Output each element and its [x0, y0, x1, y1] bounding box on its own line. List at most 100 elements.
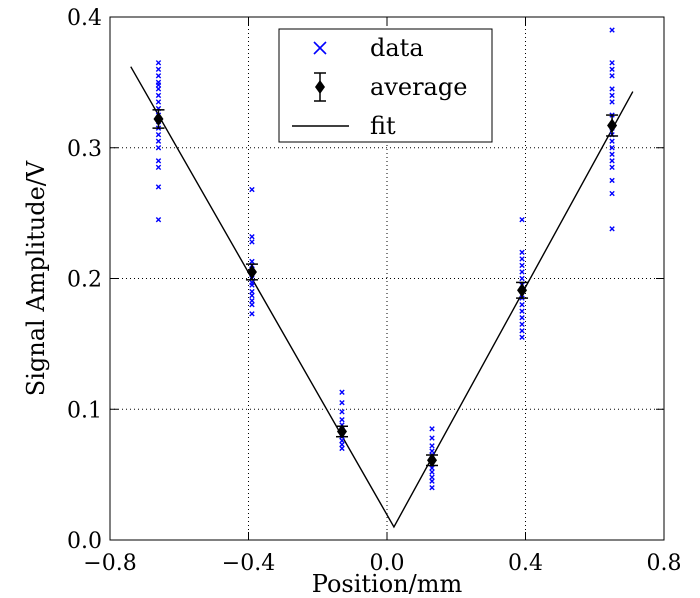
y-tick-label: 0.0	[67, 529, 102, 554]
average-series	[152, 109, 619, 468]
data-point-stroke	[429, 443, 435, 449]
data-point-stroke	[339, 445, 345, 452]
data-point	[249, 239, 255, 245]
data-point	[249, 186, 255, 193]
data-point-stroke	[609, 86, 615, 92]
x-axis-label: Position/mm	[312, 570, 463, 598]
y-tick-label: 0.4	[67, 6, 102, 31]
data-point	[609, 27, 615, 33]
data-point-stroke	[609, 190, 615, 197]
average-point	[245, 263, 258, 281]
legend-label-data: data	[370, 34, 424, 62]
legend-item-data: data	[313, 34, 424, 62]
data-point-stroke	[519, 275, 525, 282]
data-point	[519, 256, 525, 262]
data-point-stroke	[609, 226, 615, 232]
data-point-stroke	[429, 478, 435, 484]
legend-item-fit: fit	[292, 112, 396, 140]
data-point-stroke	[249, 311, 255, 317]
data-point-stroke	[609, 60, 615, 66]
data-point	[609, 138, 615, 144]
data-point-stroke	[155, 184, 162, 190]
data-point	[339, 400, 345, 406]
data-point	[249, 301, 255, 308]
average-point	[152, 109, 165, 129]
legend-x-icon	[313, 41, 327, 55]
average-diamond	[427, 453, 438, 468]
x-tick-label: −0.4	[222, 551, 275, 576]
y-tick-label: 0.1	[67, 398, 102, 423]
data-point	[519, 275, 525, 282]
data-point	[155, 145, 162, 151]
data-point-stroke	[519, 256, 525, 262]
data-point	[155, 66, 162, 72]
data-point	[609, 190, 615, 197]
data-point-stroke	[429, 435, 435, 441]
data-point-stroke	[519, 301, 525, 308]
data-point	[339, 417, 345, 423]
data-point-stroke	[155, 145, 162, 151]
data-point-stroke	[155, 138, 162, 144]
data-point	[609, 158, 615, 164]
average-diamond	[607, 118, 618, 133]
data-point-stroke	[609, 151, 615, 157]
data-point-stroke	[609, 66, 615, 72]
data-point	[609, 145, 615, 151]
average-point	[606, 114, 619, 137]
data-point	[155, 92, 162, 99]
data-point-stroke	[519, 315, 525, 321]
data-point	[429, 469, 435, 475]
data-point	[519, 328, 525, 334]
data-point	[609, 92, 615, 99]
data-point-stroke	[519, 262, 525, 269]
data-point	[519, 301, 525, 308]
legend-label-average: average	[370, 73, 467, 101]
data-point	[155, 131, 162, 138]
average-diamond	[517, 283, 528, 298]
average-point	[335, 424, 348, 439]
data-point-stroke	[609, 177, 615, 184]
data-point	[249, 311, 255, 317]
data-point	[249, 282, 255, 288]
data-point-stroke	[609, 73, 615, 79]
data-point	[155, 60, 162, 66]
data-point	[519, 216, 525, 223]
data-point-stroke	[155, 66, 162, 72]
data-point-stroke	[429, 426, 435, 432]
data-point	[155, 216, 162, 223]
data-point	[155, 99, 162, 105]
data-point-stroke	[519, 269, 525, 275]
data-point-stroke	[339, 400, 345, 406]
data-point-stroke	[155, 86, 162, 92]
legend-label-fit: fit	[370, 112, 396, 140]
data-point	[155, 158, 162, 164]
data-point-stroke	[609, 145, 615, 151]
data-point	[609, 86, 615, 92]
data-point-stroke	[249, 282, 255, 288]
data-point	[609, 177, 615, 184]
data-point-stroke	[609, 138, 615, 144]
average-point	[516, 281, 529, 299]
data-point-stroke	[609, 27, 615, 33]
data-point	[609, 60, 615, 66]
data-point-stroke	[249, 233, 255, 240]
legend: data average fit	[278, 28, 493, 143]
x-tick-label: 0.4	[508, 551, 543, 576]
tick-labels: −0.8 −0.4 0.0 0.4 0.8 0.0 0.1 0.2 0.3 0.4	[67, 6, 682, 576]
data-point	[249, 292, 255, 299]
data-point-stroke	[519, 216, 525, 223]
data-point	[519, 249, 525, 256]
data-point	[519, 269, 525, 275]
data-point-stroke	[249, 301, 255, 308]
data-point-stroke	[609, 158, 615, 164]
data-point	[339, 389, 345, 395]
data-point-stroke	[155, 73, 162, 79]
data-point-stroke	[339, 389, 345, 395]
data-point-stroke	[155, 60, 162, 66]
average-point	[426, 453, 439, 468]
data-point-stroke	[609, 99, 615, 105]
data-point	[429, 478, 435, 484]
data-point-stroke	[429, 485, 435, 491]
data-point	[519, 334, 525, 341]
x-tick-label: 0.8	[647, 551, 682, 576]
